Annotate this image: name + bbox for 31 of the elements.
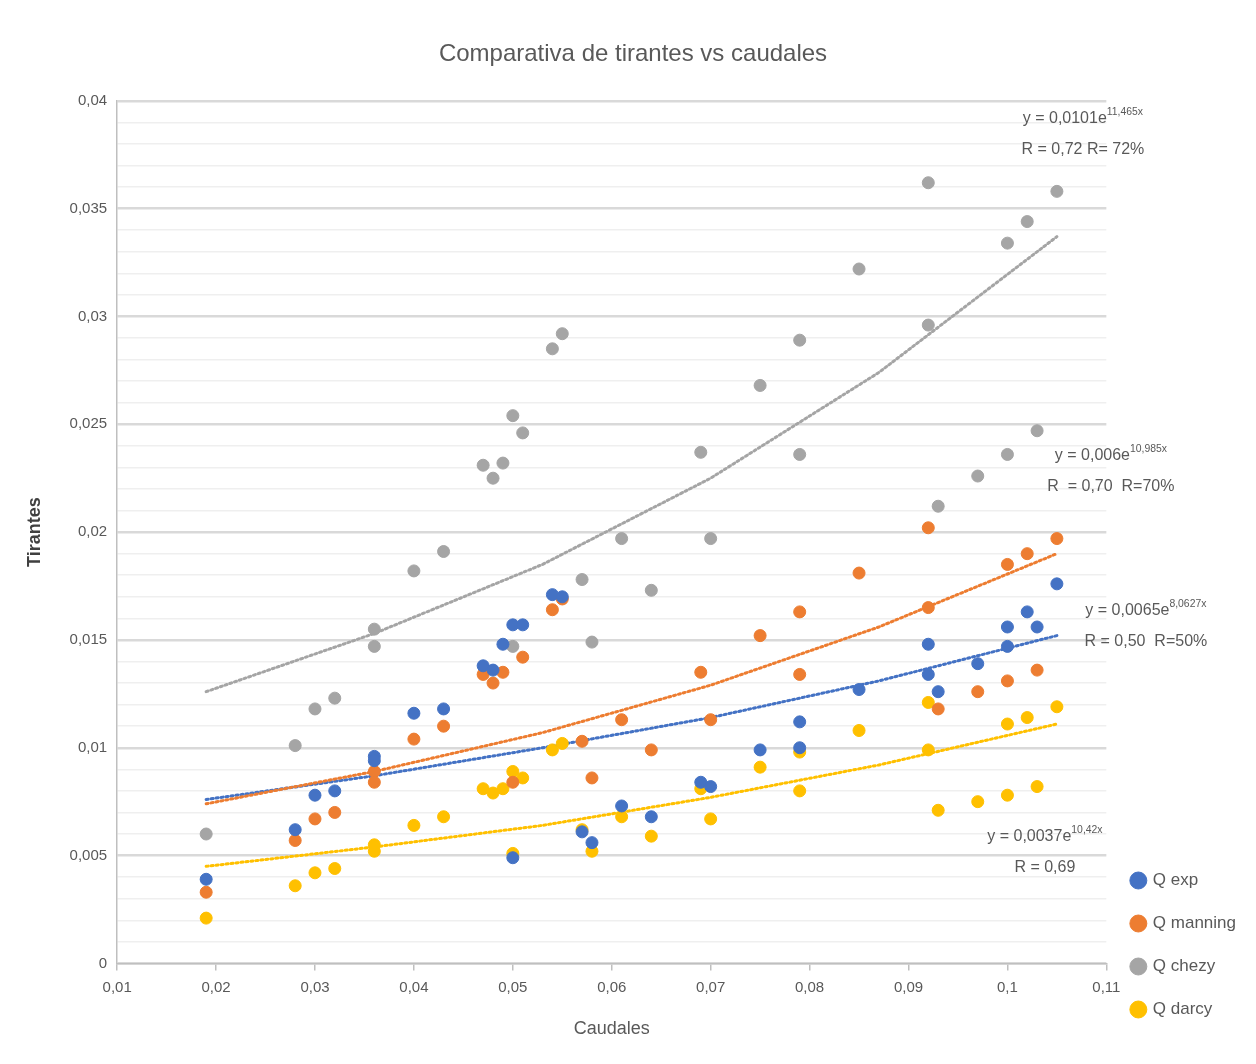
y-tick-label: 0,02: [77, 522, 108, 540]
x-tick-label: 0,05: [498, 977, 528, 995]
y-axis-title: Tirantes: [23, 497, 44, 567]
x-tick-label: 0,08: [794, 977, 825, 995]
x-tick-label: 0,04: [399, 977, 429, 995]
x-tick-label: 0,02: [201, 977, 231, 995]
x-tick-label: 0,07: [696, 977, 726, 995]
x-tick-label: 0,01: [102, 977, 132, 995]
x-tick-label: 0,09: [893, 977, 924, 995]
y-tick-label: 0,025: [69, 414, 108, 432]
legend-label: Q manning: [1152, 913, 1237, 933]
y-tick-label: 0,01: [77, 737, 108, 755]
y-tick-label: 0,04: [77, 90, 108, 108]
x-tick-label: 0,11: [1092, 977, 1121, 995]
annotation: R = 0,50 R=50%: [1084, 632, 1208, 650]
y-tick-label: 0,03: [77, 306, 108, 324]
y-tick-label: 0,015: [69, 630, 108, 648]
x-tick-label: 0,03: [300, 977, 330, 995]
legend-label: Q exp: [1152, 870, 1199, 890]
annotation: R = 0,72 R= 72%: [1021, 140, 1145, 158]
y-tick-label: 0,005: [69, 845, 108, 863]
annotation: R = 0,69: [1014, 858, 1076, 876]
x-tick-label: 0,06: [597, 977, 627, 995]
legend-label: Q darcy: [1152, 999, 1213, 1019]
x-tick-label: 0,1: [996, 977, 1018, 995]
y-tick-label: 0: [98, 953, 108, 971]
y-tick-label: 0,035: [69, 198, 108, 216]
annotation: R = 0,70 R=70%: [1047, 477, 1175, 495]
legend-label: Q chezy: [1152, 956, 1216, 976]
chart-title: Comparativa de tirantes vs caudales: [438, 39, 828, 67]
x-axis-title: Caudales: [573, 1018, 650, 1039]
